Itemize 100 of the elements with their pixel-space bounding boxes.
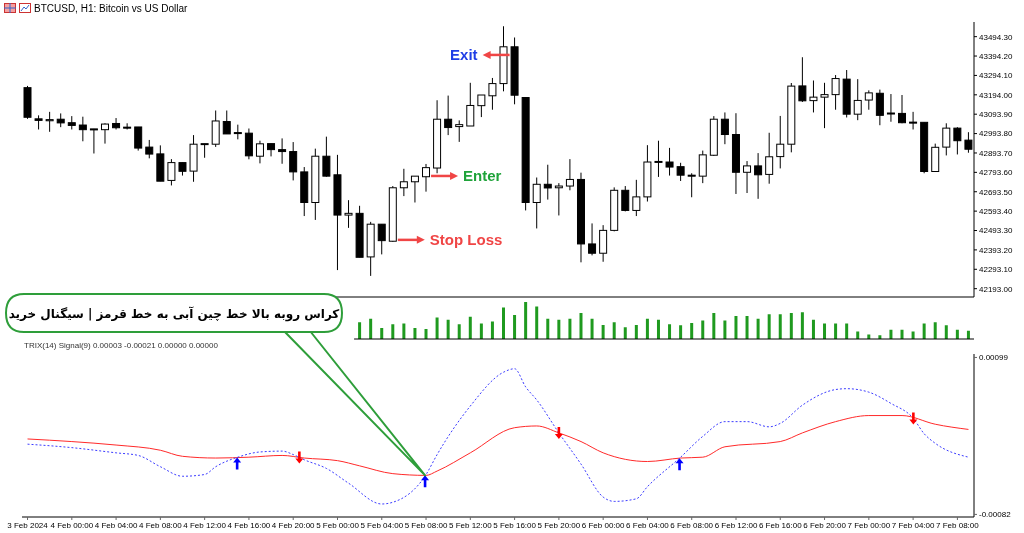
bar (789, 313, 793, 339)
bar (778, 314, 782, 339)
candlestick (410, 175, 419, 203)
candlestick (953, 126, 962, 155)
x-tick-label: 7 Feb 00:00 (847, 520, 891, 530)
y-tick-label: 42493.30 (979, 226, 1013, 236)
bar (590, 318, 594, 339)
bar (535, 306, 539, 339)
annotation: Exit (450, 45, 478, 63)
bar (513, 314, 517, 339)
bar (745, 316, 749, 339)
bar (800, 312, 804, 339)
bar (679, 325, 683, 339)
line-series (27, 368, 969, 505)
candlestick (123, 122, 132, 130)
candlestick (720, 111, 729, 145)
bar (446, 319, 450, 339)
candlestick (45, 111, 54, 133)
candlestick (100, 122, 109, 145)
bar (358, 322, 362, 339)
y-tick-label: 43394.20 (979, 51, 1013, 61)
x-tick-label: 6 Feb 08:00 (670, 520, 714, 530)
x-tick-label: 4 Feb 12:00 (183, 520, 227, 530)
x-tick-label: 5 Feb 16:00 (493, 520, 537, 530)
chart-title: TRIX(14) Signal(9) 0.00003 -0.00021 0.00000 0.00000 (24, 341, 218, 350)
bar (944, 325, 948, 339)
x-tick-label: 6 Feb 20:00 (803, 520, 847, 530)
y-tick-label: 42393.20 (979, 245, 1013, 255)
candlestick (554, 182, 563, 216)
candlestick (809, 79, 818, 113)
candlestick (455, 119, 464, 143)
candlestick (776, 115, 785, 169)
x-tick-label: 5 Feb 04:00 (360, 520, 404, 530)
candlestick (543, 164, 552, 201)
bar (524, 302, 528, 339)
y-tick-label: 42193.00 (979, 284, 1013, 294)
candlestick (477, 94, 486, 118)
candlestick (200, 143, 209, 159)
candlestick (399, 168, 408, 197)
candlestick (211, 110, 220, 148)
x-tick-label: 5 Feb 20:00 (537, 520, 581, 530)
y-tick-label: 42793.60 (979, 168, 1013, 178)
candlestick (377, 223, 386, 255)
bar (834, 323, 838, 339)
bar (479, 323, 483, 339)
candlestick (831, 74, 840, 111)
candlestick (886, 93, 895, 123)
candlestick (798, 56, 807, 103)
bar (767, 314, 771, 339)
bar (845, 323, 849, 339)
candlestick (820, 82, 829, 129)
x-tick-label: 6 Feb 00:00 (581, 520, 626, 530)
x-tick-label: 7 Feb 08:00 (936, 520, 980, 530)
candlestick (532, 177, 541, 229)
candlestick (909, 111, 918, 130)
x-tick-label: 6 Feb 12:00 (714, 520, 758, 530)
bar (933, 322, 937, 339)
candlestick (942, 122, 951, 156)
bar (557, 319, 561, 339)
x-tick-label: 4 Feb 00:00 (50, 520, 94, 530)
bar (612, 322, 616, 339)
bar (568, 318, 572, 339)
candlestick (255, 140, 264, 164)
bar (723, 320, 727, 339)
candlestick (278, 137, 287, 165)
candlestick (565, 158, 574, 191)
y-tick-label: 0.00099 (979, 353, 1009, 363)
bar (457, 324, 461, 339)
candlestick (112, 117, 121, 130)
x-tick-label: 5 Feb 12:00 (448, 520, 493, 530)
candlestick (344, 199, 353, 229)
y-tick-label: 42693.50 (979, 187, 1013, 197)
candlestick (222, 110, 231, 135)
candlestick (289, 141, 298, 181)
x-tick-label: 5 Feb 00:00 (316, 520, 360, 530)
bar (701, 320, 705, 339)
candlestick (444, 95, 453, 136)
candlestick (322, 136, 331, 178)
bar (502, 307, 505, 339)
annotation: Stop Loss (429, 230, 503, 248)
candlestick (864, 89, 873, 111)
bar (413, 327, 417, 339)
candlestick (267, 143, 276, 157)
y-tick-label: 42593.40 (979, 206, 1013, 216)
bar (645, 318, 649, 339)
bar (546, 318, 550, 339)
candlestick (698, 150, 707, 184)
bar (623, 327, 627, 339)
candlestick (488, 77, 497, 111)
y-tick-label: 43093.90 (979, 110, 1013, 120)
x-tick-label: 4 Feb 08:00 (139, 520, 183, 530)
candlestick (167, 158, 176, 186)
y-tick-label: 42293.10 (979, 265, 1013, 275)
candlestick (89, 128, 98, 154)
candlestick (754, 152, 763, 200)
bar (424, 329, 428, 339)
candlestick (743, 160, 752, 194)
bar (435, 317, 439, 339)
candlestick (244, 128, 253, 160)
x-tick-label: 6 Feb 04:00 (626, 520, 670, 530)
